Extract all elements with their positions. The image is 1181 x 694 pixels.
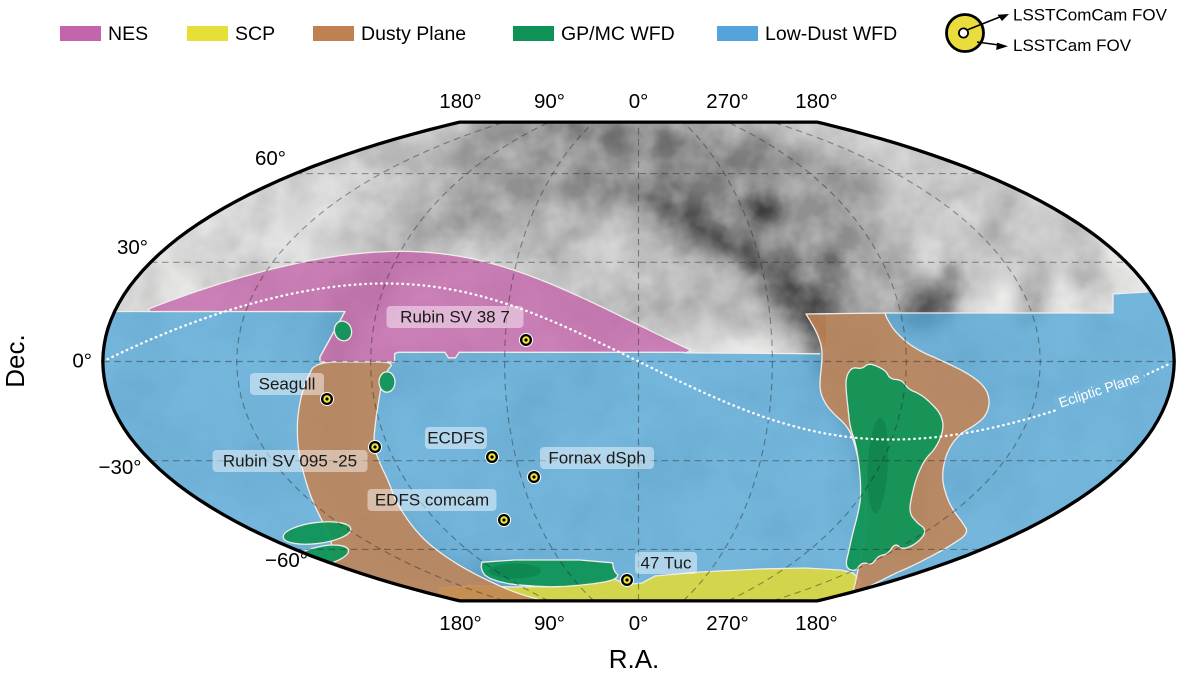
svg-text:Dusty Plane: Dusty Plane: [361, 23, 466, 45]
svg-text:180°: 180°: [439, 90, 481, 113]
svg-text:270°: 270°: [706, 612, 748, 635]
svg-text:0°: 0°: [629, 90, 649, 113]
svg-text:Low-Dust WFD: Low-Dust WFD: [765, 23, 897, 45]
svg-text:30°: 30°: [117, 236, 148, 259]
svg-text:60°: 60°: [255, 147, 286, 170]
svg-text:R.A.: R.A.: [609, 644, 660, 674]
svg-text:Fornax dSph: Fornax dSph: [548, 449, 645, 468]
svg-text:90°: 90°: [534, 612, 565, 635]
svg-text:0°: 0°: [629, 612, 649, 635]
svg-text:Seagull: Seagull: [259, 375, 316, 394]
svg-text:−60°: −60°: [265, 549, 308, 572]
svg-text:GP/MC WFD: GP/MC WFD: [561, 23, 675, 45]
svg-text:−30°: −30°: [99, 456, 142, 479]
svg-text:180°: 180°: [439, 612, 481, 635]
svg-text:ECDFS: ECDFS: [427, 429, 485, 448]
svg-text:SCP: SCP: [235, 23, 275, 45]
svg-text:180°: 180°: [795, 90, 837, 113]
svg-text:EDFS comcam: EDFS comcam: [375, 491, 489, 510]
svg-text:LSSTCam FOV: LSSTCam FOV: [1013, 36, 1132, 55]
svg-text:Dec.: Dec.: [0, 334, 30, 387]
svg-text:0°: 0°: [72, 350, 92, 373]
svg-text:180°: 180°: [795, 612, 837, 635]
svg-text:Rubin SV 095 -25: Rubin SV 095 -25: [223, 452, 357, 471]
svg-text:47 Tuc: 47 Tuc: [640, 554, 692, 573]
svg-text:90°: 90°: [534, 90, 565, 113]
svg-text:Rubin SV 38 7: Rubin SV 38 7: [400, 308, 510, 327]
svg-text:NES: NES: [108, 23, 148, 45]
svg-text:270°: 270°: [706, 90, 748, 113]
svg-text:LSSTComCam FOV: LSSTComCam FOV: [1013, 6, 1168, 25]
